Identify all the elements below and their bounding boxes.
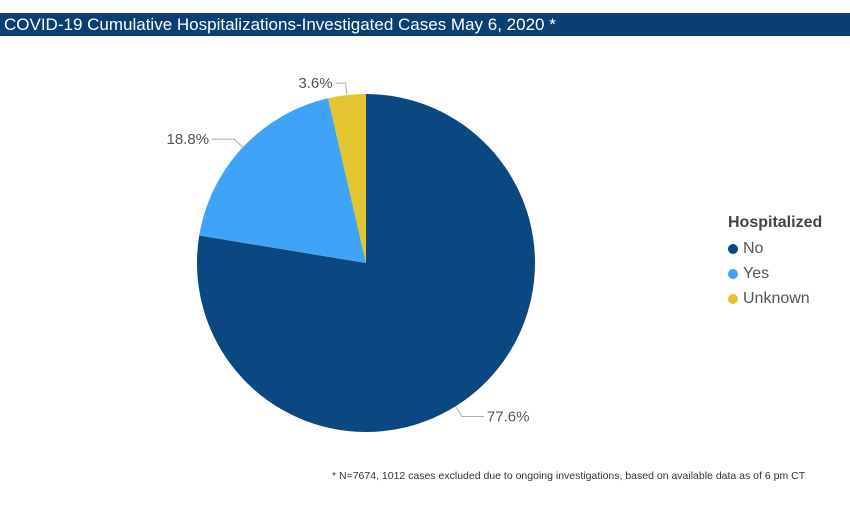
data-label-yes: 18.8% (167, 131, 210, 148)
legend-item-no[interactable]: No (728, 236, 848, 261)
pie-slice-yes[interactable] (199, 98, 366, 263)
legend-title: Hospitalized (728, 214, 823, 231)
legend-label-yes: Yes (743, 264, 770, 282)
footnote: * N=7674, 1012 cases excluded due to ong… (332, 470, 806, 482)
data-label-unknown: 3.6% (298, 75, 332, 92)
legend: Hospitalized No Yes Unknown (728, 214, 848, 311)
leader-line-no (455, 406, 484, 417)
leader-line-yes (212, 138, 244, 148)
chart-title: COVID-19 Cumulative Hospitalizations-Inv… (0, 13, 850, 36)
data-label-no: 77.6% (487, 408, 530, 425)
legend-swatch-yes (728, 268, 738, 279)
pie-slices (197, 94, 535, 432)
legend-swatch-unknown (728, 293, 738, 304)
legend-label-no: No (743, 239, 764, 257)
leader-lines (212, 82, 484, 417)
legend-swatch-no (728, 243, 738, 254)
data-labels: 77.6% 18.8% 3.6% (167, 75, 530, 425)
leader-line-unknown (335, 82, 348, 96)
legend-label-unknown: Unknown (743, 289, 810, 307)
legend-item-yes[interactable]: Yes (728, 261, 848, 286)
pie-slice-unknown[interactable] (328, 94, 366, 263)
legend-item-unknown[interactable]: Unknown (728, 286, 848, 311)
